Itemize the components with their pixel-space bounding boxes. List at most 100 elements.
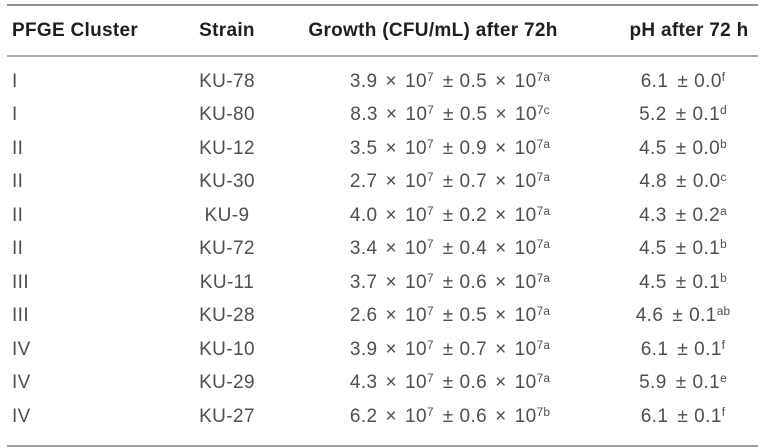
table-row: III KU-28 2.6 × 107 ±0.5 × 107a 4.6 ±0.1ab — [7, 300, 758, 334]
times-sign: × — [495, 204, 507, 226]
plus-minus-sign: ± — [675, 137, 687, 159]
plus-minus-sign: ± — [675, 372, 687, 394]
growth-cell: 8.3 × 107 ±0.5 × 107c — [350, 104, 550, 126]
strain-cell: KU-12 — [199, 137, 255, 159]
table-row: I KU-80 8.3 × 107 ±0.5 × 107c 5.2 ±0.1d — [7, 99, 758, 133]
plus-minus-sign: ± — [677, 338, 689, 360]
times-sign: × — [495, 104, 507, 126]
plus-minus-sign: ± — [442, 137, 454, 159]
pfge-cluster-cell: III — [12, 271, 30, 293]
times-sign: × — [495, 305, 507, 327]
growth-cell: 3.7 × 107 ±0.6 × 107a — [349, 271, 551, 293]
times-sign: × — [495, 238, 507, 260]
times-sign: × — [385, 70, 398, 92]
column-header-ph: pH after 72 h — [629, 19, 749, 41]
ph-cell: 5.9 ±0.1e — [639, 372, 727, 394]
table-row: II KU-9 4.0 × 107 ±0.2 × 107a 4.3 ±0.2a — [7, 199, 758, 233]
table-row: I KU-78 3.9 × 107 ±0.5 × 107a 6.1 ±0.0f — [7, 65, 758, 99]
pfge-cluster-cell: I — [12, 70, 18, 92]
times-sign: × — [385, 137, 398, 159]
column-header-pfge-cluster: PFGE Cluster — [12, 19, 139, 41]
times-sign: × — [385, 171, 398, 193]
strain-cell: KU-72 — [199, 238, 255, 260]
strain-cell: KU-10 — [199, 338, 255, 360]
plus-minus-sign: ± — [442, 405, 454, 427]
table-row: IV KU-27 6.2 × 107 ±0.6 × 107b 6.1 ±0.1f — [7, 400, 758, 434]
strain-cell: KU-30 — [199, 171, 255, 193]
times-sign: × — [495, 171, 507, 193]
table-bottom-rule — [7, 444, 758, 447]
ph-cell: 4.8 ±0.0c — [639, 171, 727, 193]
times-sign: × — [495, 271, 507, 293]
growth-cell: 3.9 × 107 ±0.5 × 107a — [349, 70, 551, 92]
table-top-rule — [7, 4, 758, 6]
results-table: PFGE Cluster Strain Growth (CFU/mL) afte… — [7, 4, 758, 447]
ph-cell: 4.5 ±0.1b — [639, 271, 727, 293]
times-sign: × — [385, 204, 398, 226]
plus-minus-sign: ± — [675, 104, 687, 126]
column-header-strain: Strain — [199, 19, 255, 41]
times-sign: × — [385, 104, 398, 126]
ph-cell: 6.1 ±0.1f — [640, 338, 726, 360]
times-sign: × — [495, 405, 507, 427]
plus-minus-sign: ± — [675, 238, 687, 260]
plus-minus-sign: ± — [675, 271, 687, 293]
plus-minus-sign: ± — [675, 204, 687, 226]
strain-cell: KU-27 — [199, 405, 255, 427]
pfge-cluster-cell: II — [12, 238, 24, 260]
plus-minus-sign: ± — [442, 372, 454, 394]
ph-cell: 6.1 ±0.1f — [640, 405, 726, 427]
table-row: II KU-30 2.7 × 107 ±0.7 × 107a 4.8 ±0.0c — [7, 166, 758, 200]
table-row: III KU-11 3.7 × 107 ±0.6 × 107a 4.5 ±0.1b — [7, 266, 758, 300]
plus-minus-sign: ± — [442, 70, 454, 92]
ph-cell: 4.3 ±0.2a — [639, 204, 727, 226]
growth-cell: 4.0 × 107 ±0.2 × 107a — [349, 204, 551, 226]
times-sign: × — [385, 238, 398, 260]
growth-cell: 3.5 × 107 ±0.9 × 107a — [349, 137, 551, 159]
times-sign: × — [385, 338, 398, 360]
growth-cell: 6.2 × 107 ±0.6 × 107b — [349, 405, 551, 427]
pfge-cluster-cell: II — [12, 204, 24, 226]
plus-minus-sign: ± — [677, 70, 689, 92]
growth-cell: 2.6 × 107 ±0.5 × 107a — [349, 305, 551, 327]
ph-cell: 4.5 ±0.0b — [639, 137, 727, 159]
pfge-cluster-cell: III — [12, 305, 30, 327]
strain-cell: KU-80 — [199, 104, 255, 126]
times-sign: × — [495, 372, 507, 394]
times-sign: × — [495, 338, 507, 360]
times-sign: × — [495, 70, 507, 92]
ph-cell: 4.5 ±0.1b — [639, 238, 727, 260]
plus-minus-sign: ± — [443, 104, 454, 126]
plus-minus-sign: ± — [677, 405, 689, 427]
table-row: IV KU-29 4.3 × 107 ±0.6 × 107a 5.9 ±0.1e — [7, 367, 758, 401]
table-row: II KU-12 3.5 × 107 ±0.9 × 107a 4.5 ±0.0b — [7, 132, 758, 166]
pfge-cluster-cell: IV — [12, 372, 31, 394]
strain-cell: KU-28 — [199, 305, 255, 327]
table-header-row: PFGE Cluster Strain Growth (CFU/mL) afte… — [7, 6, 758, 55]
table-row: IV KU-10 3.9 × 107 ±0.7 × 107a 6.1 ±0.1f — [7, 333, 758, 367]
plus-minus-sign: ± — [442, 338, 454, 360]
strain-cell: KU-9 — [204, 204, 250, 226]
pfge-cluster-cell: II — [12, 137, 24, 159]
plus-minus-sign: ± — [442, 238, 454, 260]
times-sign: × — [385, 271, 398, 293]
times-sign: × — [495, 137, 507, 159]
pfge-cluster-cell: IV — [12, 405, 31, 427]
growth-cell: 2.7 × 107 ±0.7 × 107a — [349, 171, 551, 193]
growth-cell: 4.3 × 107 ±0.6 × 107a — [349, 372, 551, 394]
pfge-cluster-cell: IV — [12, 338, 31, 360]
plus-minus-sign: ± — [442, 305, 454, 327]
plus-minus-sign: ± — [672, 305, 684, 327]
growth-cell: 3.4 × 107 ±0.4 × 107a — [349, 238, 551, 260]
table-row: II KU-72 3.4 × 107 ±0.4 × 107a 4.5 ±0.1b — [7, 233, 758, 267]
times-sign: × — [385, 372, 398, 394]
plus-minus-sign: ± — [442, 271, 454, 293]
pfge-cluster-cell: II — [12, 171, 24, 193]
plus-minus-sign: ± — [442, 171, 454, 193]
ph-cell: 6.1 ±0.0f — [640, 70, 726, 92]
table-body: I KU-78 3.9 × 107 ±0.5 × 107a 6.1 ±0.0f I KU-80 8.3 ×… — [7, 57, 758, 445]
pfge-cluster-cell: I — [12, 104, 18, 126]
strain-cell: KU-78 — [199, 70, 255, 92]
strain-cell: KU-29 — [199, 372, 255, 394]
